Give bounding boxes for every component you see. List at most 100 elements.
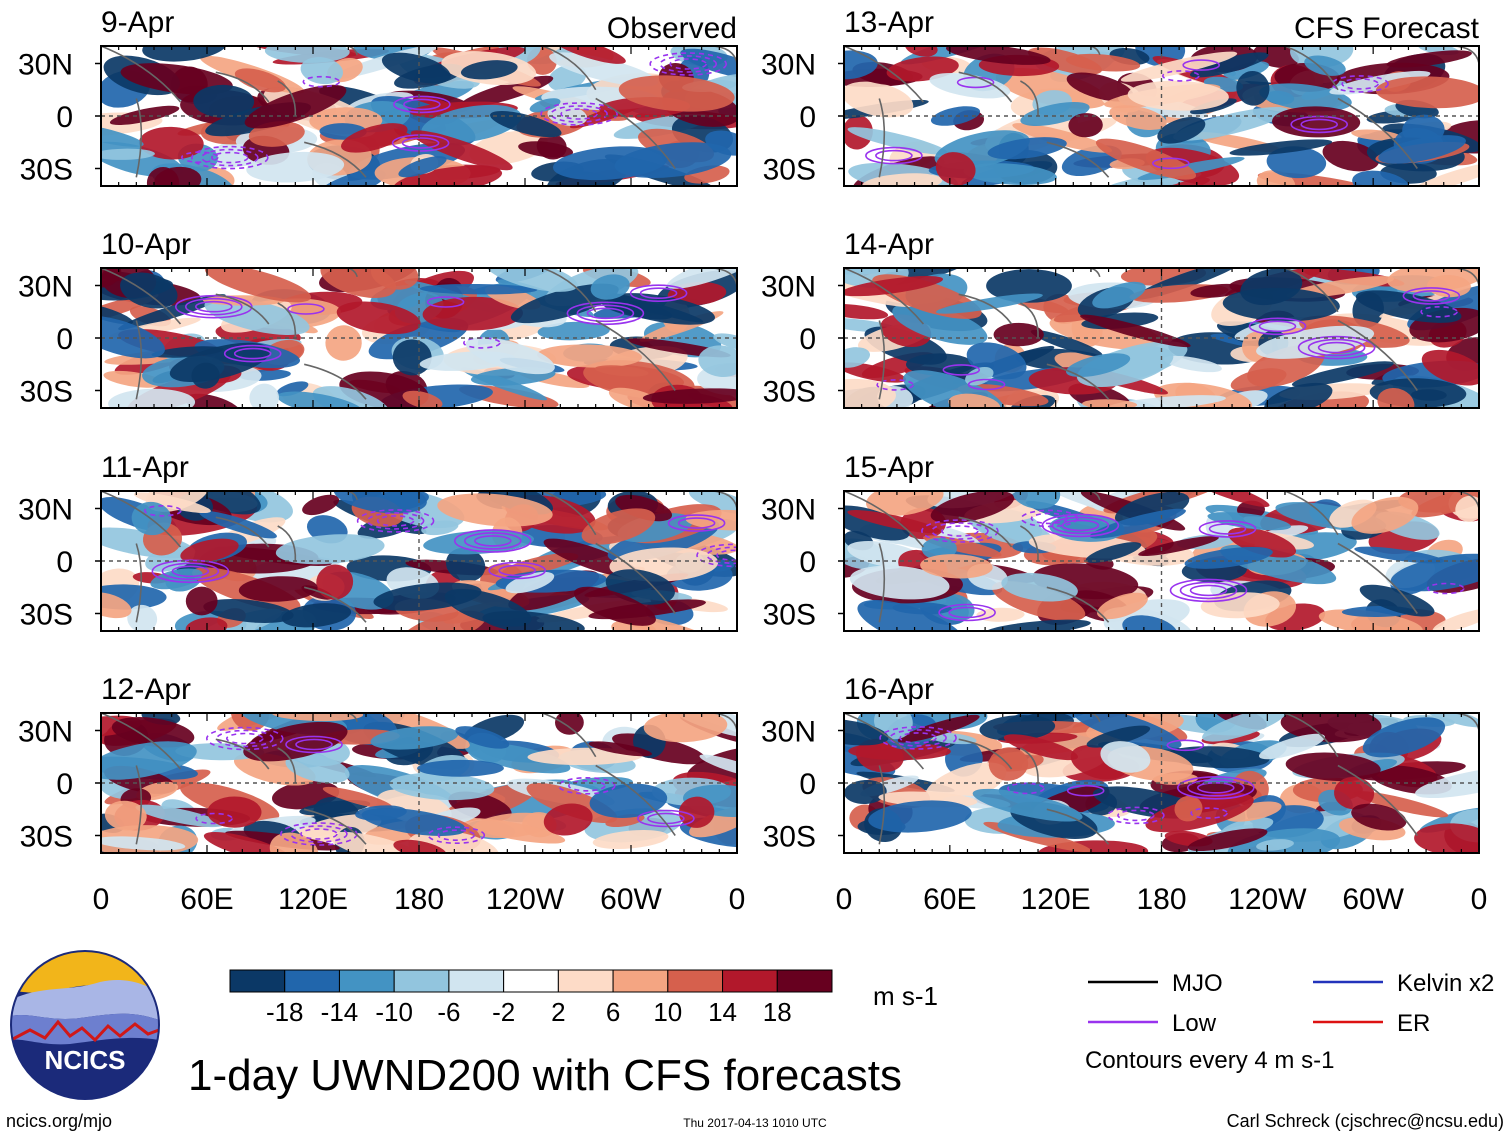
anomaly-blob — [275, 534, 385, 565]
anomaly-blob — [551, 46, 626, 64]
anomaly-blob — [618, 75, 735, 112]
anomaly-blob — [135, 804, 223, 828]
colorbar-tick-label: 2 — [551, 997, 565, 1027]
y-tick-label: 30S — [20, 154, 73, 187]
anomaly-blob — [552, 146, 668, 181]
anomaly-blob — [1256, 170, 1296, 186]
anomaly-blob — [417, 759, 504, 777]
low-contour — [391, 134, 450, 152]
anomaly-blob — [1411, 491, 1479, 518]
low-contour — [453, 529, 532, 553]
low-contour — [659, 55, 718, 73]
anomaly-blob — [1085, 542, 1142, 563]
coastline — [958, 293, 1013, 325]
low-contour — [1169, 578, 1248, 603]
anomaly-blob — [537, 344, 643, 368]
anomaly-blob — [1353, 791, 1449, 818]
coastline — [1284, 713, 1339, 758]
low-contour — [639, 287, 678, 300]
coastline — [595, 319, 676, 391]
anomaly-blob — [1095, 138, 1197, 180]
anomaly-blob — [537, 321, 610, 341]
x-tick-label: 0 — [729, 883, 746, 916]
anomaly-blob — [1138, 536, 1219, 557]
low-contour — [1107, 806, 1165, 825]
anomaly-blob — [594, 365, 649, 377]
low-contour — [295, 738, 333, 751]
y-tick-label: 30S — [763, 154, 816, 187]
anomaly-blob — [699, 754, 737, 779]
coastline — [1046, 141, 1110, 178]
anomaly-blob — [108, 388, 196, 408]
footer-author: Carl Schreck (cjschrec@ncsu.edu) — [1227, 1111, 1504, 1131]
y-tick-label: 0 — [799, 323, 816, 356]
anomaly-blob — [101, 592, 132, 619]
anomaly-blob — [689, 806, 737, 838]
low-contour — [889, 729, 947, 747]
anomaly-blob — [1256, 839, 1294, 851]
x-tick-label: 120E — [278, 883, 348, 916]
anomaly-blob — [180, 538, 239, 563]
map-panel: 15-Apr 30N 0 30S — [761, 451, 1480, 632]
coastline — [1020, 525, 1039, 562]
low-contour — [876, 379, 914, 391]
anomaly-blob — [573, 586, 656, 626]
x-axes: 0 60E 120E 180 120W 60W 0 0 60E 120E 180 120W 60W 0 — [93, 883, 1488, 916]
anomaly-blob — [1030, 329, 1103, 357]
anomaly-blob — [1174, 795, 1203, 822]
low-contour — [223, 344, 282, 363]
colorbar-tick-label: 18 — [763, 997, 792, 1027]
low-contour — [216, 729, 274, 748]
colorbar-tick-label: -14 — [321, 997, 359, 1027]
panel-date-label: 9-Apr — [101, 6, 174, 39]
colorbar-swatch — [229, 969, 286, 993]
coastline — [304, 363, 367, 400]
observed-header: Observed — [607, 12, 737, 45]
y-tick-label: 30S — [20, 376, 73, 409]
low-contour — [195, 300, 233, 313]
x-tick-label: 60W — [1342, 883, 1404, 916]
anomaly-blob — [529, 98, 561, 113]
wind-anomaly-field — [101, 46, 737, 186]
y-tick-label: 30N — [18, 716, 73, 749]
anomaly-blob — [1223, 61, 1269, 80]
low-contour — [1020, 509, 1079, 528]
coastline — [844, 46, 925, 103]
anomaly-blob — [590, 274, 630, 300]
map-panel: 14-Apr 30N 0 30S — [761, 228, 1480, 409]
anomaly-blob — [1109, 105, 1167, 130]
ncics-logo: NCICS — [10, 950, 160, 1100]
low-contour — [948, 606, 986, 619]
anomaly-blob — [485, 268, 578, 292]
coastline — [1284, 491, 1339, 536]
anomaly-blob — [1291, 361, 1394, 387]
coastline — [135, 98, 143, 178]
coastline — [844, 268, 925, 325]
anomaly-blob — [1187, 828, 1268, 852]
low-contour — [1166, 739, 1205, 752]
anomaly-blob — [1066, 72, 1134, 102]
low-contour — [921, 519, 999, 543]
low-contour — [437, 829, 476, 842]
panel-date-label: 10-Apr — [101, 228, 191, 261]
low-contour — [879, 726, 957, 750]
anomaly-blob — [866, 491, 944, 516]
y-tick-label: 30S — [20, 821, 73, 854]
anomaly-blob — [526, 782, 618, 824]
wind-anomaly-field — [101, 713, 737, 853]
y-tick-label: 30S — [763, 376, 816, 409]
anomaly-blob — [643, 713, 728, 743]
anomaly-blob — [1304, 55, 1346, 76]
legend-label: ER — [1397, 1010, 1430, 1037]
wind-anomaly-field — [844, 268, 1479, 408]
panel-date-label: 16-Apr — [844, 673, 934, 706]
footer-url[interactable]: ncics.org/mjo — [6, 1111, 112, 1131]
y-tick-label: 0 — [799, 546, 816, 579]
low-contour — [1007, 782, 1045, 795]
coastline — [844, 491, 925, 548]
anomaly-blob — [1378, 135, 1466, 164]
anomaly-blob — [1334, 776, 1375, 810]
map-panel: 9-Apr 30N 0 30S — [18, 6, 738, 187]
low-contour — [942, 364, 981, 376]
